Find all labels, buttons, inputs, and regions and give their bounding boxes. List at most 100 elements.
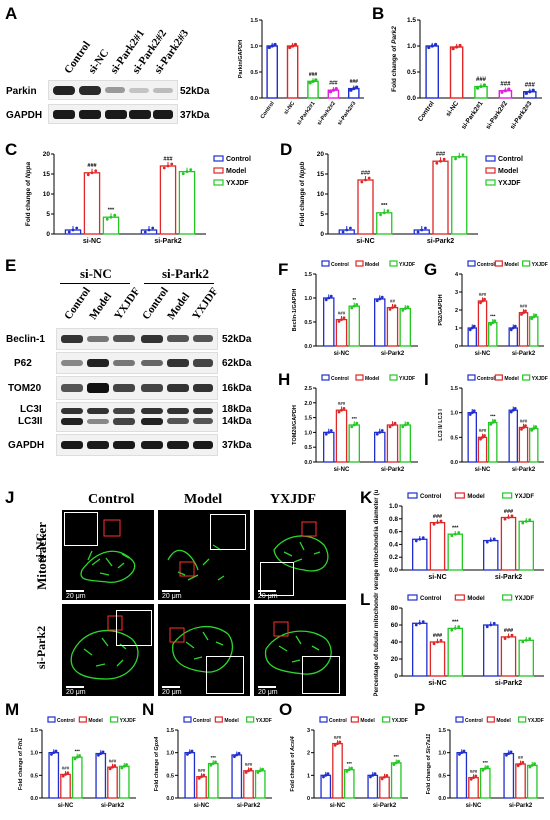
data-point — [355, 85, 359, 89]
y-tick-label: 5 — [320, 211, 324, 218]
y-axis-label: TOM20/GAPDH — [292, 405, 298, 445]
data-point — [485, 540, 489, 544]
bar — [374, 298, 386, 347]
significance-label: ### — [520, 304, 528, 309]
data-point — [380, 295, 384, 299]
scale-bar-label: 20 μm — [66, 593, 86, 600]
data-point — [237, 751, 241, 755]
y-tick-label: 2.5 — [304, 386, 312, 392]
data-point — [78, 754, 81, 757]
x-tick-label: si-Park2 — [101, 803, 125, 809]
significance-label: ### — [504, 628, 513, 634]
bar — [196, 776, 207, 799]
data-point — [337, 410, 341, 414]
panel-letter-b: B — [372, 4, 385, 23]
bar — [447, 533, 464, 571]
kda-label: 14kDa — [222, 416, 252, 427]
x-tick-label: si-Park2 — [381, 351, 405, 357]
legend-label: YXJDF — [399, 262, 415, 268]
data-point — [162, 166, 166, 170]
x-tick-label: si-Park2 — [512, 351, 536, 357]
data-point — [503, 637, 507, 640]
data-point — [349, 88, 353, 92]
legend-swatch — [407, 492, 418, 499]
bar — [518, 312, 529, 347]
scale-bar-label: 20 μm — [258, 689, 278, 696]
lane-label: YXJDF — [190, 285, 221, 322]
data-point — [503, 89, 507, 93]
significance-label: ### — [329, 81, 338, 87]
significance-label: *** — [211, 755, 217, 760]
data-point — [202, 773, 206, 777]
data-point — [345, 769, 349, 773]
x-tick-label: si-Park2 — [495, 680, 522, 687]
y-tick-label: 1.0 — [166, 751, 174, 757]
y-tick-label: 2.0 — [304, 401, 312, 407]
y-tick-label: 0.0 — [304, 460, 312, 466]
y-tick-label: 60 — [391, 622, 399, 629]
scale-bar-label: 20 μm — [162, 689, 182, 696]
bar — [323, 431, 335, 463]
chart-h: 0.0 0.5 1.0 1.5 2.0 2.5 TOM20/GAPDH Control Mode… — [292, 374, 418, 473]
data-point — [458, 752, 461, 756]
legend-label: YXJDF — [515, 596, 535, 602]
x-tick-label: si-NC — [466, 803, 482, 809]
data-point — [439, 159, 442, 163]
y-tick-label: 1.0 — [407, 43, 416, 50]
kda-label: 52kDa — [222, 334, 252, 345]
x-tick-label: si-Park2 — [154, 238, 181, 245]
column-label: Control — [88, 492, 135, 507]
legend-label: Model — [504, 262, 519, 268]
data-point — [185, 170, 189, 173]
data-point — [355, 421, 359, 425]
bar — [488, 421, 498, 463]
legend-label: Model — [224, 718, 239, 724]
bar — [184, 752, 196, 799]
y-tick-label: 0 — [46, 231, 50, 238]
y-tick-label: 0.0 — [30, 796, 38, 802]
data-point — [324, 432, 328, 436]
legend-swatch — [214, 716, 223, 723]
significance-label: ### — [436, 152, 445, 158]
chart-b: 0.0 0.5 1.0 1.5 Fold change of Park2 Control s… — [391, 17, 542, 131]
data-point — [64, 773, 67, 776]
x-tick-label: si-NC — [334, 351, 350, 357]
data-point — [519, 762, 522, 766]
data-point — [521, 640, 525, 644]
data-point — [350, 306, 354, 310]
data-point — [510, 633, 514, 637]
kda-label: 62kDa — [222, 358, 252, 369]
chart-p: 0.0 0.5 1.0 1.5 Fold change of Slc7a11 Contro… — [426, 716, 544, 809]
blot-row-label: P62 — [14, 358, 32, 369]
panel-letter-a: A — [5, 4, 18, 23]
legend-swatch — [110, 716, 119, 723]
legend-swatch — [389, 374, 398, 381]
data-point — [460, 751, 464, 755]
data-point — [532, 427, 536, 430]
data-point — [493, 419, 497, 423]
bar — [107, 766, 118, 799]
data-point — [533, 762, 536, 766]
legend-swatch — [213, 167, 224, 174]
legend-label: YXJDF — [532, 376, 548, 382]
data-point — [511, 326, 515, 330]
legend-swatch — [486, 716, 495, 723]
data-point — [510, 514, 514, 518]
data-point — [516, 764, 520, 768]
y-tick-label: 20 — [317, 151, 325, 158]
data-point — [470, 326, 474, 330]
data-point — [481, 299, 484, 303]
data-point — [369, 775, 372, 779]
data-point — [197, 776, 201, 780]
y-tick-label: 5 — [46, 211, 50, 218]
data-point — [345, 228, 349, 232]
data-point — [75, 755, 79, 759]
data-point — [143, 230, 147, 234]
legend-swatch — [319, 716, 328, 723]
data-point — [414, 623, 418, 627]
y-tick-label: 0.0 — [407, 95, 416, 102]
y-tick-label: 1.5 — [166, 728, 174, 734]
bar — [429, 521, 446, 571]
legend-label: YXJDF — [120, 718, 136, 724]
data-point — [401, 425, 405, 429]
